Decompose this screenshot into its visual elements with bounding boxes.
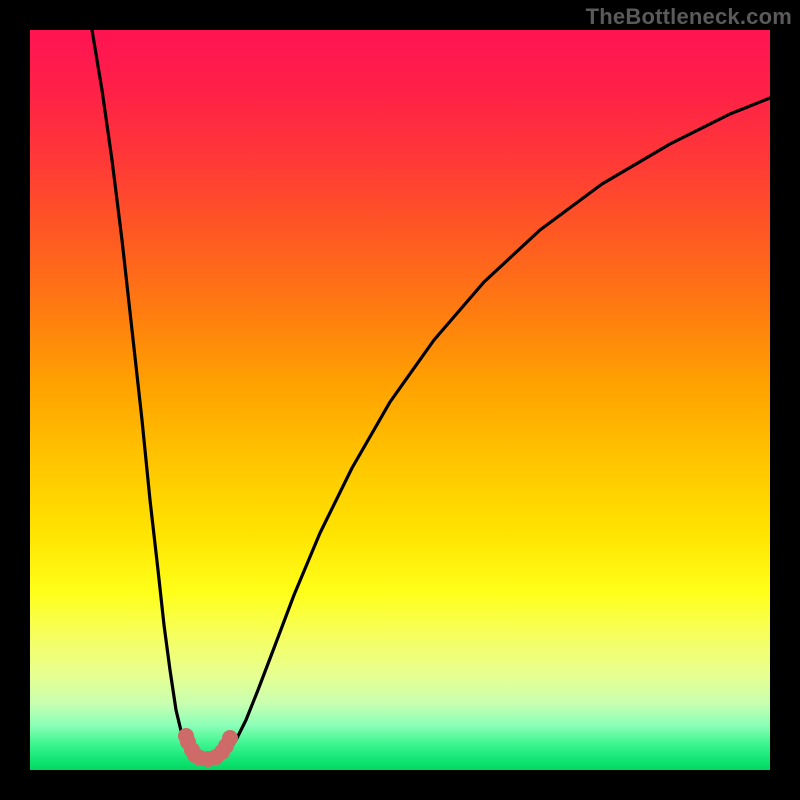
plot-area <box>30 30 770 770</box>
bottleneck-curve <box>30 30 770 770</box>
watermark-text: TheBottleneck.com <box>586 4 792 30</box>
chart-frame: TheBottleneck.com <box>0 0 800 800</box>
